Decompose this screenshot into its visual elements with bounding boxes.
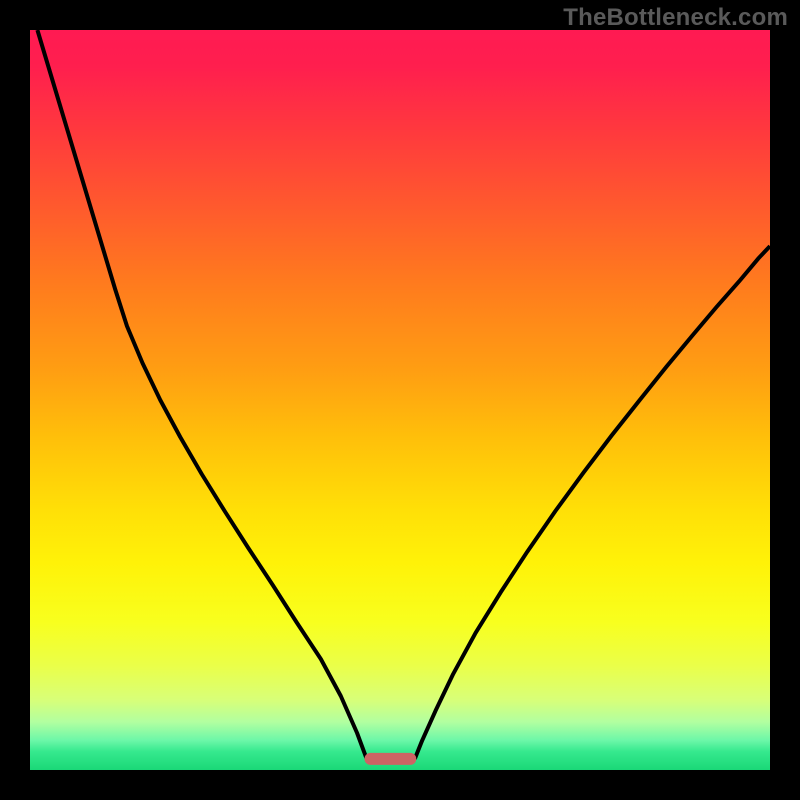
chart-frame: TheBottleneck.com xyxy=(0,0,800,800)
bottleneck-chart xyxy=(0,0,800,800)
optimum-marker xyxy=(364,753,416,765)
plot-background xyxy=(30,30,770,770)
